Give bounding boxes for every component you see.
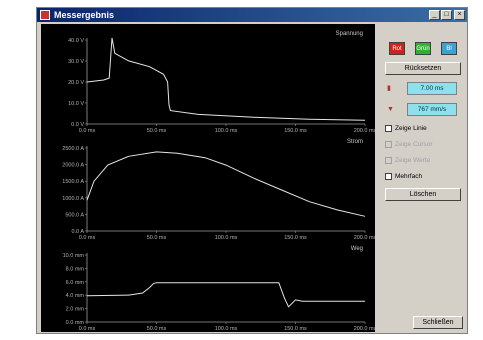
show-values-option: Zeige Werte	[383, 156, 463, 166]
close-button[interactable]: Schließen	[413, 316, 463, 329]
delete-button[interactable]: Löschen	[385, 188, 461, 201]
plot-2-x-tick-label: 100.0 ms	[215, 235, 238, 241]
show-cursor-label: Zeige Cursor	[395, 141, 433, 148]
control-panel: Rot Grün Bl Rücksetzen ▮ 7.00 ms ▼ 767 m…	[379, 22, 467, 333]
close-window-button[interactable]: ×	[454, 10, 465, 20]
plot-2-y-tick-label: 2500.0 A	[62, 146, 84, 152]
plot-1-y-tick-label: 40.0 V	[68, 38, 84, 44]
plot-3-y-tick-label: 6.0 mm	[66, 280, 85, 286]
multiple-option[interactable]: Mehrfach	[383, 172, 463, 182]
show-cursor-option: Zeige Cursor	[383, 140, 463, 150]
show-line-label: Zeige Linie	[395, 125, 427, 132]
plot-1-x-tick-label: 0.0 ms	[79, 128, 96, 134]
plot-3-y-tick-label: 0.0 mm	[66, 320, 85, 326]
plot-2-title: Strom	[347, 139, 363, 145]
plot-2-y-tick-label: 1000.0 A	[62, 196, 84, 202]
multiple-checkbox[interactable]	[385, 173, 392, 180]
red-color-button[interactable]: Rot	[389, 42, 405, 55]
show-cursor-checkbox	[385, 141, 392, 148]
client-area: Spannung 40.0 V 30.0 V 20.0 V 10.0 V 0.0 V 0.0…	[37, 22, 467, 333]
cursor2-marker-icon: ▼	[387, 106, 394, 113]
plot-3-x-tick-label: 50.0 ms	[147, 326, 167, 332]
plot-1-series-line	[86, 37, 366, 121]
plot-2-y-tick-label: 1500.0 A	[62, 179, 84, 185]
plot-2-x-tick-label: 150.0 ms	[284, 235, 307, 241]
multiple-label: Mehrfach	[395, 173, 423, 180]
plot-2-series-line	[86, 151, 366, 217]
show-line-checkbox[interactable]	[385, 125, 392, 132]
cursor1-marker-icon: ▮	[387, 85, 391, 92]
plot-3-x-tick-label: 0.0 ms	[79, 326, 96, 332]
plot-3-y-tick-label: 10.0 mm	[63, 253, 85, 259]
plot-1-x-tick-label: 50.0 ms	[147, 128, 167, 134]
plot-3-y-tick-label: 2.0 mm	[66, 307, 85, 313]
show-values-label: Zeige Werte	[395, 157, 431, 164]
blue-color-button[interactable]: Bl	[441, 42, 457, 55]
plot-2-y-tick-label: 0.0 A	[71, 229, 84, 235]
plot-1-y-tick-label: 20.0 V	[68, 80, 84, 86]
plot-1-x-tick-label: 100.0 ms	[215, 128, 238, 134]
plot-1-y-tick-label: 10.0 V	[68, 101, 84, 107]
reset-button[interactable]: Rücksetzen	[385, 62, 461, 75]
cursor1-row: ▮ 7.00 ms	[383, 82, 463, 95]
plot-1-x-tick-label: 200.0 ms	[354, 128, 375, 134]
cursor1-readout: 7.00 ms	[407, 82, 457, 95]
plot-3-y-tick-label: 4.0 mm	[66, 293, 85, 299]
title-bar[interactable]: Messergebnis _ □ ×	[37, 8, 467, 22]
app-icon	[40, 10, 50, 20]
plot-3-title: Weg	[351, 246, 363, 252]
plot-2-x-tick-label: 200.0 ms	[354, 235, 375, 241]
plot-2-x-tick-label: 50.0 ms	[147, 235, 167, 241]
show-line-option[interactable]: Zeige Linie	[383, 124, 463, 134]
maximize-button[interactable]: □	[441, 10, 452, 20]
plot-3-x-tick-label: 200.0 ms	[354, 326, 375, 332]
plot-3-x-tick-label: 100.0 ms	[215, 326, 238, 332]
plot-3-y-tick-label: 8.0 mm	[66, 266, 85, 272]
plot-3-series-line	[86, 282, 365, 308]
plot-2-x-tick-label: 0.0 ms	[79, 235, 96, 241]
plot-1-y-tick-label: 30.0 V	[68, 59, 84, 65]
plot-area: Spannung 40.0 V 30.0 V 20.0 V 10.0 V 0.0 V 0.0…	[41, 24, 375, 332]
green-color-button[interactable]: Grün	[415, 42, 431, 55]
cursor2-readout: 767 mm/s	[407, 103, 457, 116]
minimize-button[interactable]: _	[429, 10, 440, 20]
window-title: Messergebnis	[54, 10, 115, 20]
plot-3-x-tick-label: 150.0 ms	[284, 326, 307, 332]
plot-2-y-tick-label: 500.0 A	[65, 212, 84, 218]
plot-2-y-tick-label: 2000.0 A	[62, 163, 84, 169]
show-values-checkbox	[385, 157, 392, 164]
plot-1-y-tick-label: 0.0 V	[71, 122, 84, 128]
plot-1-title: Spannung	[336, 31, 363, 37]
cursor2-row: ▼ 767 mm/s	[383, 103, 463, 116]
plot-1-x-tick-label: 150.0 ms	[284, 128, 307, 134]
measurement-window: Messergebnis _ □ × Spannung 40.0 V 30.0 V 2…	[36, 7, 468, 334]
